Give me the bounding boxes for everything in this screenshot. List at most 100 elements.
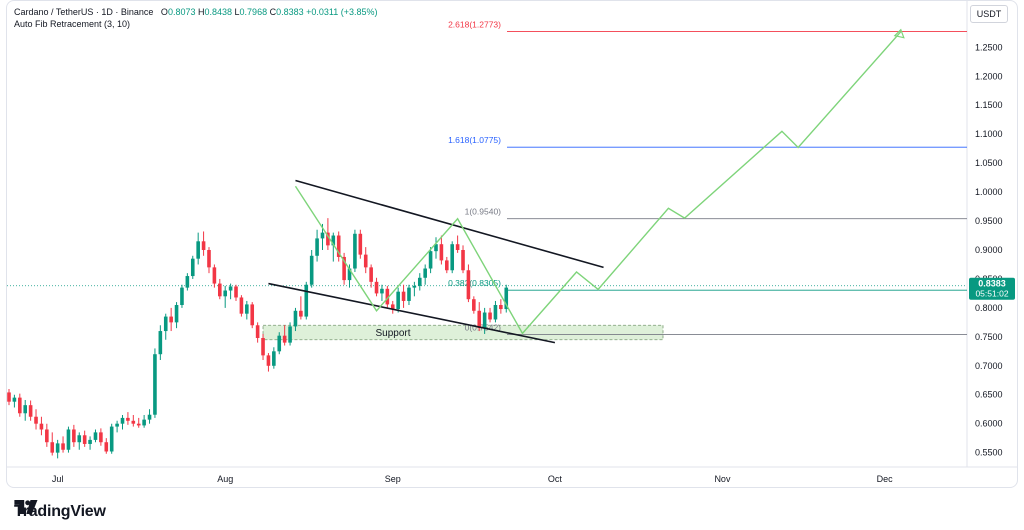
candle-body	[493, 304, 498, 320]
candle-body	[82, 435, 87, 444]
candle-body	[304, 284, 309, 317]
candle-body	[423, 268, 427, 278]
candle-body	[288, 326, 292, 343]
fib-level-label: 2.618(1.2773)	[448, 20, 501, 30]
y-tick-label: 0.7500	[975, 332, 1003, 342]
current-price-value: 0.8383	[978, 279, 1006, 289]
y-tick-label: 1.1500	[975, 100, 1003, 110]
fib-level-label: 1(0.9540)	[465, 207, 502, 217]
candle-body	[380, 288, 384, 294]
candle-body	[450, 244, 455, 271]
y-tick-label: 0.6500	[975, 390, 1003, 400]
candle-body	[439, 244, 444, 261]
candle-body	[61, 443, 65, 450]
currency-button[interactable]: USDT	[970, 5, 1008, 23]
candle-body	[126, 417, 130, 421]
candle-body	[115, 423, 119, 427]
candle-body	[185, 276, 190, 288]
candle-body	[266, 355, 271, 366]
candle-body	[461, 249, 465, 271]
current-price-tag	[969, 277, 1015, 300]
x-tick-label-oct: Oct	[548, 474, 563, 484]
candle-body	[158, 331, 163, 355]
ohlc-open: O0.8073	[160, 7, 196, 17]
candle-body	[477, 310, 482, 329]
ohlc-high: H0.8438	[197, 7, 233, 17]
candle-body	[412, 285, 417, 288]
candle-body	[320, 232, 325, 239]
symbol-legend: Cardano / TetherUS · 1D · Binance O0.807…	[14, 6, 378, 19]
candle-body	[385, 288, 390, 305]
candle-body	[299, 310, 303, 317]
candle-body	[142, 419, 146, 426]
x-tick-label-dec: Dec	[877, 474, 894, 484]
candle-body	[277, 335, 282, 352]
candle-body	[342, 256, 346, 281]
symbol-title[interactable]: Cardano / TetherUS · 1D · Binance	[14, 7, 154, 17]
candle-body	[272, 351, 276, 366]
candle-body	[331, 235, 336, 246]
candle-body	[39, 423, 44, 430]
candle-body	[201, 241, 206, 250]
x-tick-label-jul: Jul	[52, 474, 64, 484]
candle-body	[223, 290, 227, 297]
candle-body	[131, 420, 136, 424]
candle-body	[23, 405, 28, 414]
candle-body	[12, 397, 17, 402]
y-tick-label: 1.0500	[975, 158, 1003, 168]
candle-body	[336, 235, 341, 257]
candle-body	[174, 304, 179, 323]
candle-body	[390, 304, 395, 310]
candle-body	[309, 255, 314, 285]
candle-body	[428, 251, 433, 269]
candle-body	[261, 337, 265, 356]
candle-body	[504, 287, 509, 310]
tradingview-logo-icon	[14, 500, 38, 514]
tradingview-wordmark: TradingView	[14, 503, 106, 520]
candle-body	[466, 270, 471, 300]
x-tick-label-aug: Aug	[217, 474, 233, 484]
candle-body	[212, 267, 217, 284]
indicator-legend[interactable]: Auto Fib Retracement (3, 10)	[14, 19, 131, 29]
candle-body	[28, 405, 33, 417]
x-tick-label-sep: Sep	[385, 474, 401, 484]
candle-body	[472, 299, 476, 311]
candle-body	[315, 238, 319, 256]
candle-body	[180, 287, 184, 305]
candle-body	[358, 233, 363, 255]
candle-body	[499, 304, 503, 310]
x-tick-label-nov: Nov	[714, 474, 731, 484]
candle-body	[104, 442, 109, 452]
channel-trendline	[295, 179, 604, 269]
candle-body	[169, 316, 173, 323]
candle-body	[72, 429, 76, 443]
candle-body	[234, 286, 238, 298]
y-tick-label: 1.2000	[975, 71, 1003, 81]
channel-trendline	[268, 282, 556, 344]
candle-body	[66, 429, 71, 450]
candle-body	[369, 267, 373, 282]
candle-body	[153, 354, 157, 415]
y-tick-label: 0.6000	[975, 419, 1003, 429]
y-tick-label: 0.7000	[975, 361, 1003, 371]
y-tick-label: 0.8000	[975, 303, 1003, 313]
projection-path	[294, 31, 902, 335]
ohlc-low: L0.7968	[234, 7, 268, 17]
candle-body	[34, 416, 38, 424]
candlestick-chart[interactable]: 0.55000.60000.65000.70000.75000.80000.85…	[7, 1, 1018, 488]
candle-body	[417, 277, 422, 286]
ohlc-close: C0.8383	[269, 7, 304, 17]
candle-body	[455, 244, 460, 250]
candle-body	[120, 417, 125, 424]
candle-body	[163, 316, 168, 332]
candle-body	[50, 442, 55, 453]
candle-body	[77, 435, 82, 443]
candle-body	[488, 312, 492, 320]
y-tick-label: 0.5500	[975, 448, 1003, 458]
candle-body	[239, 297, 244, 314]
candle-body	[45, 429, 49, 443]
y-tick-label: 1.1000	[975, 129, 1003, 139]
y-tick-label: 0.9000	[975, 245, 1003, 255]
candle-body	[347, 268, 352, 281]
candle-body	[445, 260, 449, 271]
